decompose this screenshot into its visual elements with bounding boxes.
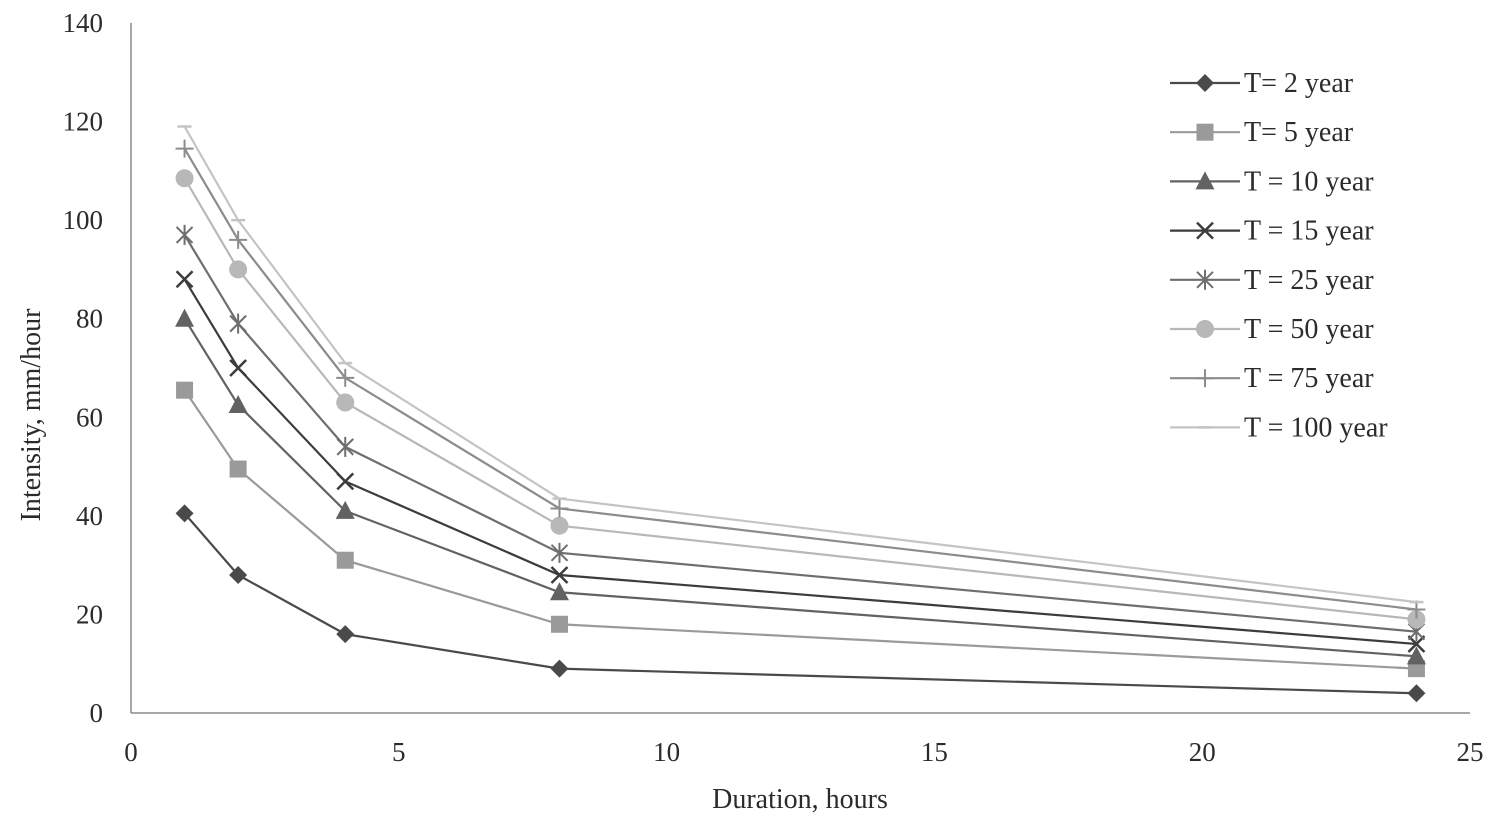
y-tick-label: 20 <box>76 599 103 629</box>
data-point-marker <box>336 393 355 412</box>
series-line <box>183 512 1417 695</box>
y-tick-label: 140 <box>63 8 104 38</box>
data-point-marker <box>1407 635 1426 653</box>
data-point-marker <box>336 436 354 457</box>
data-point-marker <box>1406 646 1426 665</box>
data-point-marker <box>550 615 568 633</box>
y-tick-label: 120 <box>63 107 104 137</box>
data-point-marker <box>336 472 355 491</box>
axes <box>130 23 1470 714</box>
data-point-marker <box>1196 74 1214 92</box>
legend-label: T= 5 year <box>1244 117 1354 148</box>
data-point-marker <box>228 394 248 413</box>
y-tick-label: 40 <box>76 501 103 531</box>
data-point-marker <box>175 504 194 523</box>
data-point-marker <box>1407 660 1425 678</box>
data-point-marker <box>1407 684 1426 703</box>
x-tick-label: 5 <box>392 737 406 767</box>
data-point-marker <box>550 499 569 518</box>
data-point-marker <box>550 516 569 535</box>
series-line <box>183 177 1417 621</box>
data-point-marker <box>229 359 248 377</box>
series-group <box>175 139 1426 619</box>
series-group <box>175 169 1426 629</box>
legend-label: T = 15 year <box>1244 216 1374 247</box>
tick-labels: 0 20 40 60 80 100 120 140 0 5 10 15 20 25 <box>63 8 1484 767</box>
data-point-marker <box>336 368 355 387</box>
legend-label: T = 25 year <box>1244 265 1374 296</box>
data-point-marker <box>1196 369 1214 388</box>
series-line <box>183 234 1417 633</box>
legend-label: T = 75 year <box>1244 363 1374 394</box>
data-point-marker <box>229 230 248 249</box>
y-tick-label: 80 <box>76 304 103 334</box>
legend-label: T = 50 year <box>1244 314 1374 345</box>
y-tick-label: 0 <box>90 698 104 728</box>
data-point-marker <box>550 659 569 678</box>
x-tick-label: 20 <box>1189 737 1216 767</box>
x-tick-label: 15 <box>921 737 948 767</box>
series-group <box>175 504 1426 703</box>
legend-item: T = 50 year <box>1170 314 1374 345</box>
legend-item: T = 100 year <box>1170 412 1388 443</box>
data-point-marker <box>229 460 247 478</box>
legend-item: T = 75 year <box>1170 363 1374 394</box>
data-point-marker <box>1196 221 1214 240</box>
data-point-marker <box>549 582 569 601</box>
series-line <box>183 318 1417 658</box>
data-point-marker <box>175 139 194 158</box>
data-point-marker <box>1407 610 1426 629</box>
series-line <box>183 389 1417 670</box>
legend-label: T = 10 year <box>1244 166 1374 197</box>
data-point-marker <box>336 625 355 644</box>
data-point-marker <box>1407 600 1426 619</box>
legend-item: T = 10 year <box>1170 166 1374 197</box>
data-point-marker <box>175 270 194 289</box>
series-group <box>175 270 1426 653</box>
data-point-marker <box>229 566 248 584</box>
data-point-marker <box>176 381 194 399</box>
data-point-marker <box>175 224 194 245</box>
x-axis-title: Duration, hours <box>712 784 888 815</box>
data-point-marker <box>229 313 247 334</box>
legend-item: T= 5 year <box>1170 117 1354 148</box>
data-point-marker <box>335 500 355 519</box>
data-point-marker <box>1196 269 1214 290</box>
legend-item: T= 2 year <box>1170 68 1354 99</box>
legend-item: T = 15 year <box>1170 216 1374 247</box>
data-point-marker <box>175 169 194 188</box>
data-point-marker <box>229 260 248 279</box>
legend-label: T= 2 year <box>1244 68 1354 99</box>
y-tick-label: 100 <box>63 205 104 235</box>
series-group <box>177 125 1424 604</box>
data-point-marker <box>336 551 354 569</box>
data-point-marker <box>1195 171 1215 190</box>
series-group <box>175 308 1426 665</box>
series-group <box>176 381 1425 678</box>
series-group <box>175 224 1426 642</box>
x-tick-label: 0 <box>124 737 138 767</box>
legend: T= 2 year T= 5 year T = 10 year T = 15 year… <box>1170 68 1388 443</box>
series-line <box>183 125 1417 604</box>
data-point-marker <box>550 566 569 584</box>
x-tick-label: 10 <box>653 737 680 767</box>
data-point-marker <box>550 542 569 563</box>
series-lines <box>175 125 1426 703</box>
legend-label: T = 100 year <box>1244 412 1388 443</box>
series-line <box>183 278 1417 646</box>
legend-item: T = 25 year <box>1170 265 1374 296</box>
y-tick-label: 60 <box>76 402 103 432</box>
data-point-marker <box>175 308 195 327</box>
data-point-marker <box>1196 320 1214 338</box>
data-point-marker <box>1196 123 1214 141</box>
y-axis-title: Intensity, mm/hour <box>16 308 47 522</box>
x-tick-label: 25 <box>1457 737 1484 767</box>
